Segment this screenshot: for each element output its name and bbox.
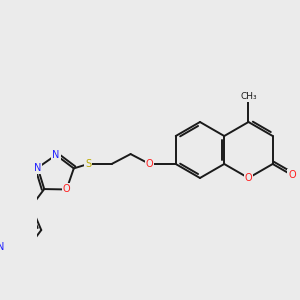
Text: O: O [63,184,70,194]
Text: O: O [146,159,153,169]
Text: N: N [0,242,4,253]
Text: S: S [85,159,91,169]
Text: N: N [34,163,41,173]
Text: O: O [245,173,252,183]
Text: CH₃: CH₃ [240,92,257,101]
Text: O: O [288,170,296,180]
Text: N: N [52,150,60,160]
